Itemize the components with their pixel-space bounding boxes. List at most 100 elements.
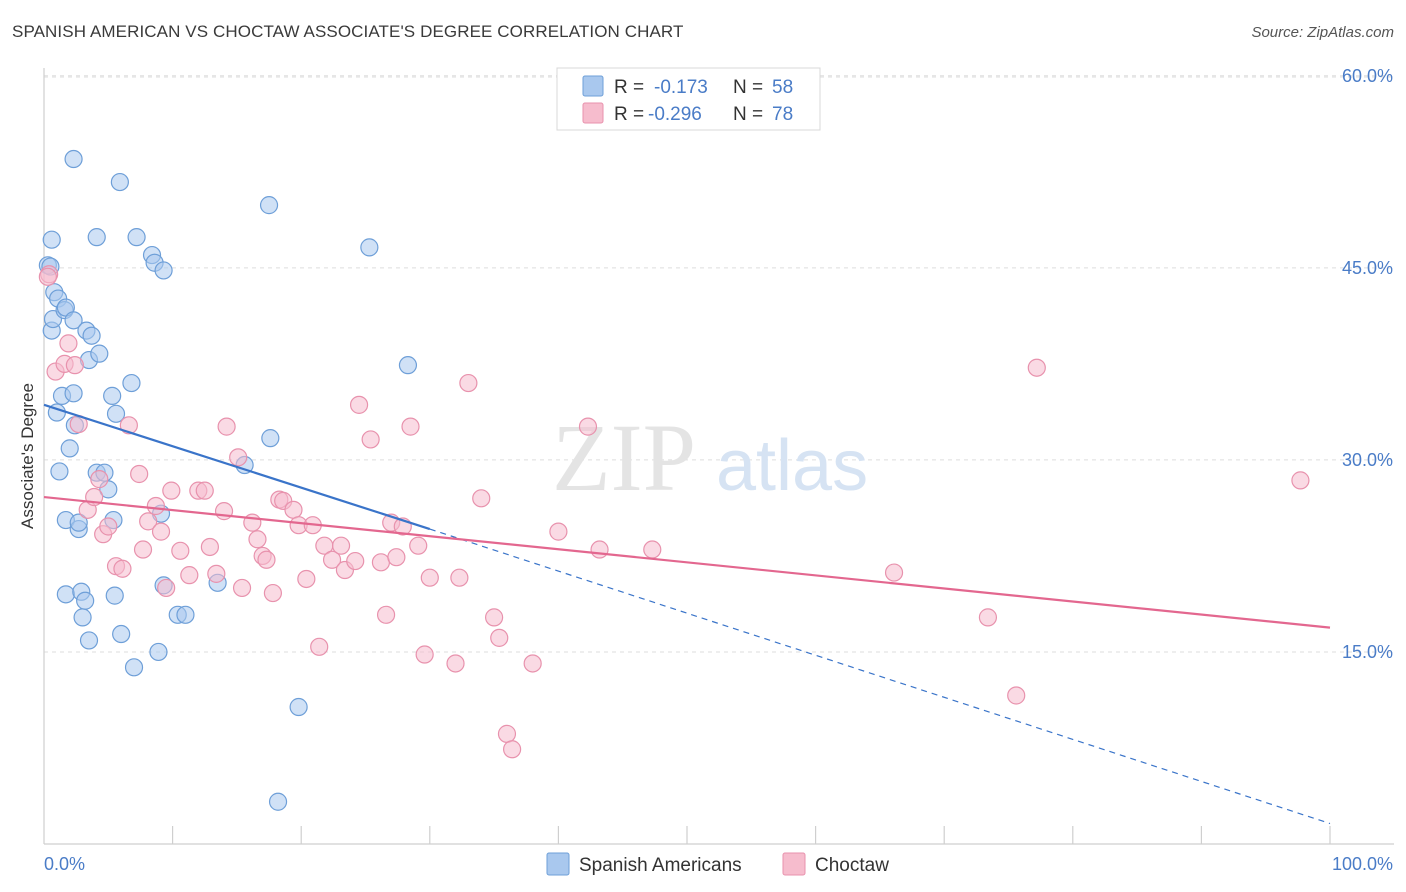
y-tick-label-60: 60.0% xyxy=(1342,66,1393,86)
choctaw-point-27 xyxy=(214,502,234,521)
choctaw-point-56 xyxy=(409,536,428,555)
trend-line-spanish-americans-extension xyxy=(429,528,1331,825)
source-credit: Source: ZipAtlas.com xyxy=(1251,24,1394,41)
spanish-american-point-33 xyxy=(106,404,126,423)
choctaw-point-58 xyxy=(420,568,439,587)
spanish-american-point-1 xyxy=(42,230,61,249)
choctaw-point-59 xyxy=(446,654,465,673)
watermark-zip: ZIP xyxy=(552,404,696,511)
choctaw-point-32 xyxy=(248,530,267,549)
bottom-legend-label-blue: Spanish Americans xyxy=(579,855,742,876)
choctaw-point-77 xyxy=(38,267,57,286)
choctaw-point-29 xyxy=(229,448,248,467)
spanish-american-point-37 xyxy=(87,228,106,247)
choctaw-point-12 xyxy=(113,559,132,578)
choctaw-point-38 xyxy=(284,500,303,519)
choctaw-point-61 xyxy=(459,373,478,393)
choctaw-point-71 xyxy=(643,540,662,559)
spanish-american-point-24 xyxy=(79,631,99,650)
spanish-american-point-30 xyxy=(103,386,122,405)
choctaw-point-14 xyxy=(130,464,149,484)
choctaw-point-57 xyxy=(415,645,434,664)
bottom-legend-label-pink: Choctaw xyxy=(815,855,889,876)
choctaw-point-22 xyxy=(180,566,199,585)
spanish-american-point-21 xyxy=(76,591,95,610)
choctaw-point-28 xyxy=(217,417,236,436)
choctaw-point-68 xyxy=(549,522,568,541)
spanish-american-point-34 xyxy=(112,624,131,644)
spanish-american-point-7 xyxy=(50,462,69,481)
spanish-american-point-38 xyxy=(127,228,146,247)
y-tick-label-15: 15.0% xyxy=(1342,642,1393,662)
choctaw-point-72 xyxy=(884,563,904,582)
legend-r-label-2: R = xyxy=(614,104,644,125)
legend-n-value-1: 58 xyxy=(772,77,793,98)
bottom-legend: Spanish Americans Choctaw xyxy=(546,852,889,876)
spanish-american-point-55 xyxy=(360,238,379,257)
choctaw-point-15 xyxy=(133,540,153,559)
choctaw-point-74 xyxy=(1007,686,1026,705)
spanish-american-point-51 xyxy=(261,429,280,448)
choctaw-point-70 xyxy=(590,540,609,559)
choctaw-point-44 xyxy=(322,550,342,569)
y-tick-label-45: 45.0% xyxy=(1342,258,1393,278)
watermark-atlas: atlas xyxy=(716,426,868,506)
spanish-american-point-36 xyxy=(110,172,129,192)
series-spanish-americans xyxy=(38,149,418,811)
y-tick-label-30: 30.0% xyxy=(1342,450,1393,470)
choctaw-point-45 xyxy=(331,536,351,555)
spanish-american-point-54 xyxy=(268,792,288,811)
choctaw-point-8 xyxy=(90,470,109,489)
choctaw-point-76 xyxy=(1291,471,1310,490)
spanish-american-point-25 xyxy=(82,326,101,345)
choctaw-point-66 xyxy=(503,740,522,759)
choctaw-point-63 xyxy=(485,608,504,627)
choctaw-point-17 xyxy=(146,496,165,516)
choctaw-point-62 xyxy=(472,489,491,508)
x-tick-label-min: 0.0% xyxy=(44,854,85,874)
spanish-american-point-27 xyxy=(90,344,109,363)
choctaw-point-69 xyxy=(578,417,598,436)
choctaw-point-26 xyxy=(207,564,226,583)
legend-swatch-blue xyxy=(582,75,604,97)
trend-line-spanish-americans xyxy=(43,403,431,531)
x-tick-label-max: 100.0% xyxy=(1332,854,1393,874)
top-legend: R = -0.173 N = 58 R = -0.296 N = 78 xyxy=(556,67,821,131)
choctaw-point-18 xyxy=(151,522,171,541)
spanish-american-point-14 xyxy=(64,384,83,403)
spanish-american-point-18 xyxy=(69,513,88,532)
bottom-legend-swatch-blue xyxy=(546,852,570,876)
choctaw-point-47 xyxy=(346,551,365,571)
choctaw-point-55 xyxy=(401,417,420,436)
spanish-american-point-20 xyxy=(73,608,92,627)
legend-n-value-2: 78 xyxy=(772,104,793,125)
choctaw-point-49 xyxy=(361,430,380,449)
choctaw-point-34 xyxy=(257,550,276,569)
spanish-american-point-56 xyxy=(398,356,418,375)
trend-lines xyxy=(43,403,1331,825)
legend-r-label-1: R = xyxy=(614,77,644,98)
choctaw-point-4 xyxy=(65,356,84,375)
spanish-american-point-42 xyxy=(122,373,141,393)
series-choctaw xyxy=(38,265,1310,759)
legend-r-value-2: -0.296 xyxy=(648,104,702,125)
spanish-american-point-32 xyxy=(105,586,124,605)
choctaw-point-20 xyxy=(162,481,181,500)
choctaw-point-64 xyxy=(490,628,509,647)
choctaw-point-21 xyxy=(171,541,190,560)
spanish-american-point-44 xyxy=(149,642,168,662)
choctaw-point-3 xyxy=(59,334,78,353)
spanish-american-point-52 xyxy=(259,196,279,215)
choctaw-point-67 xyxy=(523,654,542,673)
choctaw-point-40 xyxy=(297,569,316,589)
chart-title: SPANISH AMERICAN VS CHOCTAW ASSOCIATE'S … xyxy=(12,22,684,41)
legend-n-label-1: N = xyxy=(733,77,763,98)
choctaw-point-73 xyxy=(978,608,998,627)
spanish-american-point-48 xyxy=(176,605,195,624)
choctaw-point-60 xyxy=(450,568,469,587)
choctaw-point-53 xyxy=(387,548,406,567)
spanish-american-point-41 xyxy=(154,261,173,280)
spanish-american-point-53 xyxy=(289,697,308,717)
y-axis-label: Associate's Degree xyxy=(18,383,37,529)
spanish-american-point-16 xyxy=(64,311,83,330)
